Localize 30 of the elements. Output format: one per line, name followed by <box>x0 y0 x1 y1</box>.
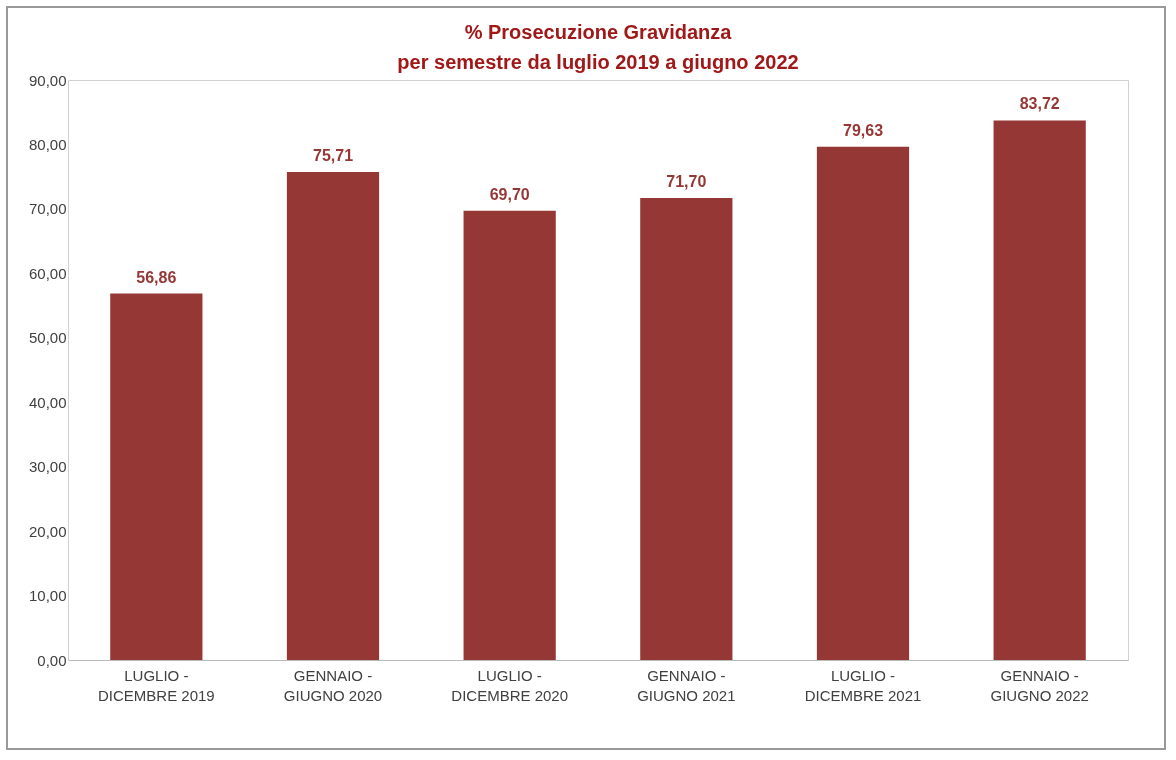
data-label: 83,72 <box>1019 95 1060 113</box>
y-tick-label: 70,00 <box>28 200 67 218</box>
bar <box>286 172 380 660</box>
bar <box>640 197 733 660</box>
data-label: 75,71 <box>312 147 354 165</box>
y-tick-label: 30,00 <box>28 458 67 476</box>
data-label: 79,63 <box>842 121 884 139</box>
x-tick-label: LUGLIO - DICEMBRE 2019 <box>97 666 215 704</box>
bar <box>816 146 910 660</box>
data-label: 71,70 <box>666 172 707 190</box>
text: % Prosecuzione Gravidanza <box>464 21 732 43</box>
bar <box>463 210 556 660</box>
bar <box>993 120 1086 660</box>
y-tick-label: 50,00 <box>28 329 67 347</box>
y-tick-label: 0,00 <box>37 651 67 669</box>
y-tick-label: 90,00 <box>28 71 67 89</box>
y-tick-label: 60,00 <box>28 264 67 282</box>
data-label: 56,86 <box>136 268 177 286</box>
x-tick-label: GENNAIO - GIUGNO 2020 <box>283 666 383 704</box>
data-label: 69,70 <box>489 185 530 203</box>
bar <box>110 293 203 660</box>
x-tick-label: GENNAIO - GIUGNO 2021 <box>637 666 736 704</box>
x-tick-label: LUGLIO - DICEMBRE 2020 <box>451 666 569 704</box>
y-tick-label: 20,00 <box>28 522 67 540</box>
x-tick-label: LUGLIO - DICEMBRE 2021 <box>804 666 922 704</box>
y-tick-label: 80,00 <box>28 135 67 153</box>
y-tick-label: 10,00 <box>28 587 67 605</box>
text: per semestre da luglio 2019 a giugno 2022 <box>397 51 799 73</box>
y-tick-label: 40,00 <box>28 393 67 411</box>
x-tick-label: GENNAIO - GIUGNO 2022 <box>990 666 1089 704</box>
